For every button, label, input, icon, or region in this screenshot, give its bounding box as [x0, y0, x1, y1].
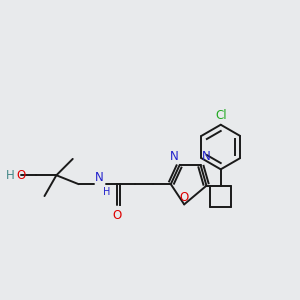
Text: O: O [17, 169, 26, 182]
Text: Cl: Cl [215, 109, 226, 122]
Text: O: O [180, 191, 189, 204]
Text: N: N [169, 150, 178, 164]
Text: H: H [103, 187, 110, 197]
Text: N: N [202, 150, 211, 164]
Text: N: N [95, 171, 104, 184]
Text: O: O [113, 209, 122, 222]
Text: H: H [6, 169, 15, 182]
